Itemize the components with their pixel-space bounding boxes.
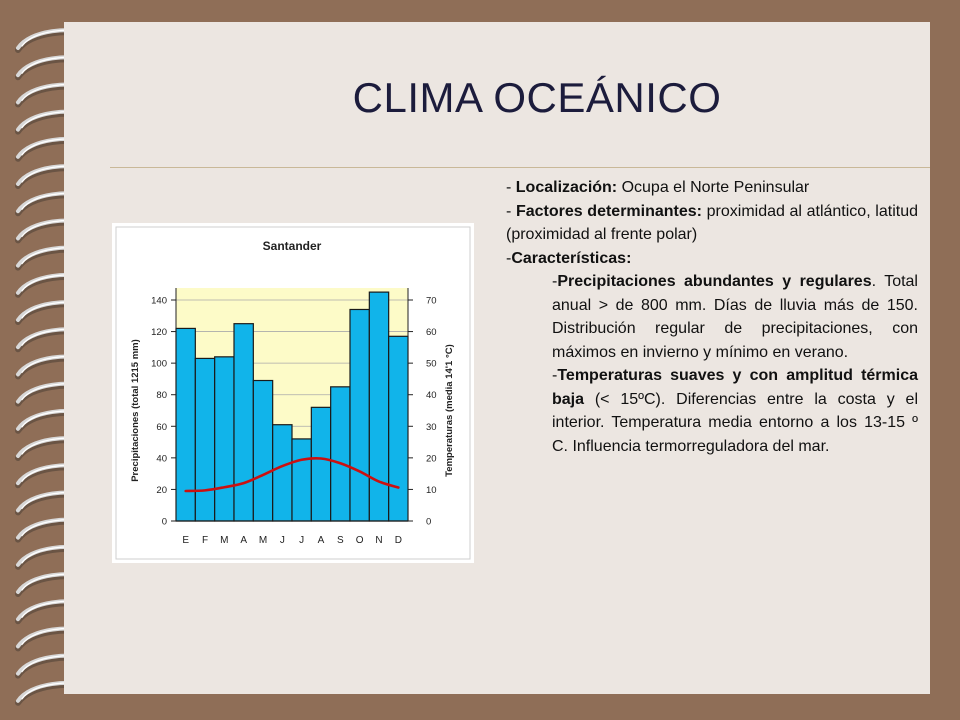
month-label: M <box>220 535 228 546</box>
temperaturas-dash: - <box>552 367 558 384</box>
temperaturas-item: -Temperaturas suaves y con amplitud térm… <box>552 364 918 458</box>
month-label: M <box>259 535 267 546</box>
left-tick-label: 120 <box>151 327 167 338</box>
month-label: O <box>356 535 364 546</box>
factores-text: proximidad al atlántico, latitud (proxim… <box>506 202 918 244</box>
month-label: J <box>280 535 285 546</box>
precip-bar <box>368 291 390 522</box>
right-tick-label: 70 <box>426 296 437 307</box>
right-tick-label: 60 <box>426 327 437 338</box>
left-axis-label: Precipitaciones (total 1215 mm) <box>130 339 141 482</box>
month-label: A <box>318 535 325 546</box>
temperaturas-text: (< 15ºC). Diferencias entre la costa y e… <box>552 390 918 455</box>
temperature-line <box>184 456 400 493</box>
precip-bar <box>291 438 312 522</box>
right-tick-label: 0 <box>426 517 431 528</box>
precipitaciones-label: Precipitaciones abundantes y regulares <box>557 273 872 290</box>
month-label: N <box>375 535 382 546</box>
slide-title: CLIMA OCEÁNICO <box>352 74 722 121</box>
precipitaciones-item: -Precipitaciones abundantes y regulares.… <box>552 270 918 364</box>
left-tick-label: 60 <box>156 422 167 433</box>
right-tick-label: 20 <box>426 453 437 464</box>
precip-bar <box>233 323 254 522</box>
temperaturas-label: Temperaturas suaves y con amplitud térmi… <box>552 367 918 408</box>
precip-bar <box>330 386 351 522</box>
climate-chart: Santander 0 20 40 60 80 100 120 140 0 10 20 30 40 50 60… <box>112 223 474 563</box>
left-tick-label: 80 <box>156 390 167 401</box>
left-tick-label: 0 <box>162 517 167 528</box>
left-tick-label: 140 <box>151 296 167 307</box>
localizacion-dash: - <box>506 179 516 196</box>
chart-title: Santander <box>263 239 322 253</box>
left-tick-label: 100 <box>151 359 167 370</box>
chart-svg: Santander 0 20 40 60 80 100 120 140 0 10 20 30 40 50 60… <box>115 226 471 560</box>
title-divider <box>110 167 930 168</box>
chart-frame <box>115 226 471 560</box>
precip-bar <box>194 357 216 522</box>
month-label: D <box>395 535 402 546</box>
month-label: F <box>202 535 208 546</box>
left-tick-label: 20 <box>156 485 167 496</box>
right-tick-label: 10 <box>426 485 437 496</box>
right-tick-label: 40 <box>426 390 437 401</box>
factores-item: - Factores determinantes: proximidad al … <box>506 200 918 247</box>
precip-bar <box>214 356 235 522</box>
localizacion-item: - Localización: Ocupa el Norte Peninsula… <box>506 176 918 200</box>
caracteristicas-label: Características: <box>511 249 632 267</box>
precip-bar <box>388 335 409 522</box>
caracteristicas-item: -Características: <box>506 247 918 271</box>
precip-bar <box>252 379 274 522</box>
precipitaciones-dash: - <box>552 273 558 290</box>
caracteristicas-dash: - <box>506 249 512 267</box>
left-tick-label: 40 <box>156 453 167 464</box>
text-body: - Localización: Ocupa el Norte Peninsula… <box>506 176 918 458</box>
right-tick-label: 50 <box>426 359 437 370</box>
month-label: A <box>240 535 247 546</box>
precipitaciones-text: . Total anual > de 800 mm. Días de lluvi… <box>552 273 918 361</box>
right-axis-label: Temperaturas (media 14'1 °C) <box>444 344 455 477</box>
factores-label: Factores determinantes: <box>515 202 702 220</box>
month-label: S <box>337 535 344 546</box>
localizacion-label: Localización: <box>515 179 618 196</box>
right-tick-label: 30 <box>426 422 437 433</box>
month-label: J <box>299 535 304 546</box>
localizacion-text: Ocupa el Norte Peninsular <box>617 179 810 196</box>
precip-bar <box>272 424 293 522</box>
precip-bar <box>310 406 332 522</box>
precip-bar <box>349 308 370 522</box>
factores-dash: - <box>506 202 516 220</box>
month-label: E <box>182 535 189 546</box>
